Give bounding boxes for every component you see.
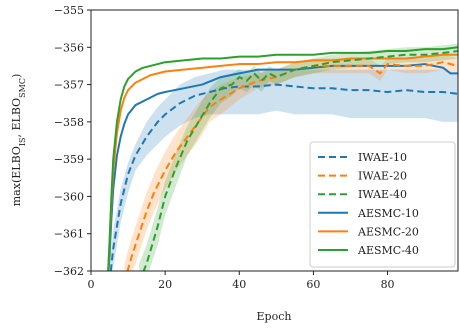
legend-label-aesmc-10: AESMC-10 <box>357 207 419 220</box>
y-tick-label: −356 <box>54 41 84 54</box>
line-aesmc-10 <box>107 63 458 271</box>
band-iwae-20 <box>124 54 458 271</box>
line-iwae-40 <box>142 50 458 271</box>
y-axis-label-sep: , ELBO <box>10 98 23 138</box>
x-tick-label: 0 <box>88 278 95 291</box>
y-axis-label-sub-smc: SMC <box>18 78 27 98</box>
legend: IWAE-10 IWAE-20 IWAE-40 AESMC-10 AESMC-20 AES… <box>309 141 456 268</box>
y-tick-label: −361 <box>54 228 84 241</box>
x-tick-label: 40 <box>232 278 246 291</box>
legend-label-iwae-10: IWAE-10 <box>358 151 407 164</box>
y-axis-label-sub-is: IS <box>18 137 27 146</box>
y-tick-label: −360 <box>54 190 84 203</box>
band-iwae-40 <box>139 43 458 271</box>
x-tick-label: 60 <box>306 278 320 291</box>
legend-label-iwae-40: IWAE-40 <box>358 188 407 201</box>
x-tick-label: 20 <box>158 278 172 291</box>
y-axis-ticks: −362 −361 −360 −359 −358 −357 −356 −355 <box>54 4 91 278</box>
legend-label-aesmc-40: AESMC-40 <box>357 244 419 257</box>
legend-box <box>309 141 456 268</box>
y-axis-label-main: max(ELBO <box>10 146 23 206</box>
x-tick-label: 80 <box>381 278 395 291</box>
x-axis-label: Epoch <box>257 310 292 323</box>
y-tick-label: −359 <box>54 153 84 166</box>
line-iwae-20 <box>126 61 458 271</box>
y-tick-label: −357 <box>54 79 84 92</box>
y-tick-label: −358 <box>54 116 84 129</box>
band-iwae-10 <box>109 69 458 271</box>
confidence-bands <box>109 43 458 271</box>
legend-label-iwae-20: IWAE-20 <box>358 170 407 183</box>
line-aesmc-20 <box>107 53 458 271</box>
series-lines <box>107 46 458 271</box>
y-axis-label: max(ELBOIS, ELBOSMC) <box>10 74 27 207</box>
y-axis-label-close: ) <box>10 74 23 78</box>
y-tick-label: −362 <box>54 265 84 278</box>
legend-label-aesmc-20: AESMC-20 <box>357 225 419 238</box>
line-aesmc-40 <box>107 46 458 271</box>
line-iwae-10 <box>109 83 458 271</box>
x-axis-ticks: 0 20 40 60 80 <box>88 271 395 291</box>
plot-frame <box>90 9 459 272</box>
y-tick-label: −355 <box>54 4 84 17</box>
